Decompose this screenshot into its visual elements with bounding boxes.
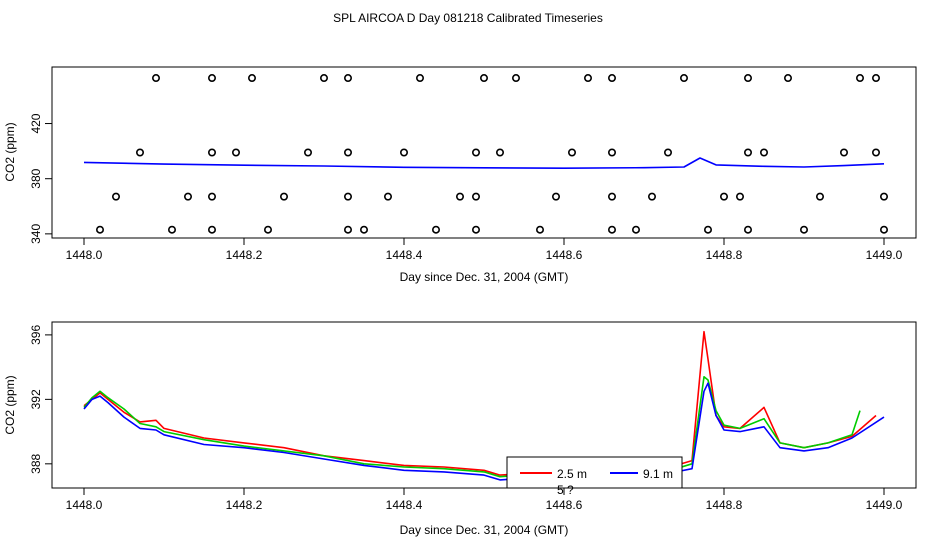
data-point — [839, 148, 848, 157]
data-point — [743, 225, 752, 234]
data-point — [136, 148, 145, 157]
top-plot-frame — [51, 66, 917, 239]
data-point — [607, 148, 616, 157]
x-tick-label: 1449.0 — [866, 498, 903, 512]
data-point — [208, 148, 217, 157]
data-point — [343, 225, 352, 234]
y-tick-label: 420 — [29, 113, 43, 133]
data-point — [343, 192, 352, 201]
data-point — [208, 74, 217, 83]
top-y-axis-label: CO2 (ppm) — [3, 122, 17, 181]
data-point — [663, 148, 672, 157]
legend: 2.5 m 9.1 m 5 ? — [506, 456, 683, 497]
data-point — [471, 148, 480, 157]
x-tick-label: 1448.0 — [66, 248, 103, 262]
y-tick-label: 396 — [29, 325, 43, 345]
data-point — [607, 225, 616, 234]
data-point — [303, 148, 312, 157]
x-tick-label: 1448.2 — [226, 498, 263, 512]
top-x-axis-label: Day since Dec. 31, 2004 (GMT) — [400, 270, 569, 284]
data-point — [343, 74, 352, 83]
data-point — [871, 148, 880, 157]
y-tick-label: 392 — [29, 389, 43, 409]
x-tick-label: 1448.0 — [66, 498, 103, 512]
data-point — [783, 74, 792, 83]
data-point — [743, 148, 752, 157]
series-line-blue — [83, 382, 885, 481]
data-point — [607, 192, 616, 201]
series-line-green — [83, 375, 861, 478]
data-point — [319, 74, 328, 83]
y-tick-label: 380 — [29, 168, 43, 188]
data-point — [431, 225, 440, 234]
data-point — [184, 192, 193, 201]
x-tick-label: 1448.6 — [546, 498, 583, 512]
bottom-plot-frame — [51, 321, 917, 489]
data-point — [455, 192, 464, 201]
legend-box — [506, 456, 683, 489]
data-point — [152, 74, 161, 83]
x-tick-label: 1448.4 — [386, 498, 423, 512]
bottom-y-axis-label: CO2 (ppm) — [3, 375, 17, 434]
series-line-blue — [83, 157, 885, 169]
data-point — [743, 74, 752, 83]
data-point — [112, 192, 121, 201]
data-point — [232, 148, 241, 157]
data-point — [168, 225, 177, 234]
data-point — [631, 225, 640, 234]
data-point — [248, 74, 257, 83]
top-panel: 1448.0 1448.2 1448.4 1448.6 1448.8 1449.0 340… — [3, 66, 917, 284]
data-point — [719, 192, 728, 201]
data-point — [511, 74, 520, 83]
data-point — [343, 148, 352, 157]
legend-label-2: 9.1 m — [643, 467, 673, 481]
bottom-panel: 1448.0 1448.2 1448.4 1448.6 1448.8 1449.0 388… — [3, 321, 917, 537]
data-point — [399, 148, 408, 157]
x-tick-label: 1448.4 — [386, 248, 423, 262]
legend-label-1: 2.5 m — [557, 467, 587, 481]
y-tick-label: 388 — [29, 453, 43, 473]
data-point — [279, 192, 288, 201]
x-tick-label: 1448.6 — [546, 248, 583, 262]
data-point — [703, 225, 712, 234]
data-point — [383, 192, 392, 201]
data-point — [735, 192, 744, 201]
data-point — [815, 192, 824, 201]
y-tick-label: 340 — [29, 224, 43, 244]
x-tick-label: 1448.2 — [226, 248, 263, 262]
data-point — [879, 225, 888, 234]
data-point — [551, 192, 560, 201]
data-point — [535, 225, 544, 234]
data-point — [799, 225, 808, 234]
data-point — [495, 148, 504, 157]
series-line-red — [83, 330, 877, 476]
data-point — [263, 225, 272, 234]
data-point — [567, 148, 576, 157]
x-tick-label: 1448.8 — [706, 248, 743, 262]
data-point — [415, 74, 424, 83]
data-point — [647, 192, 656, 201]
data-point — [879, 192, 888, 201]
x-tick-label: 1449.0 — [866, 248, 903, 262]
data-point — [471, 192, 480, 201]
data-point — [359, 225, 368, 234]
legend-label-3: 5 ? — [557, 483, 574, 497]
data-point — [607, 74, 616, 83]
data-point — [679, 74, 688, 83]
data-point — [96, 225, 105, 234]
x-tick-label: 1448.8 — [706, 498, 743, 512]
data-point — [471, 225, 480, 234]
data-point — [208, 225, 217, 234]
data-point — [479, 74, 488, 83]
data-point — [871, 74, 880, 83]
bottom-x-axis-label: Day since Dec. 31, 2004 (GMT) — [400, 523, 569, 537]
chart-title: SPL AIRCOA D Day 081218 Calibrated Times… — [333, 11, 603, 25]
data-point — [759, 148, 768, 157]
data-point — [208, 192, 217, 201]
data-point — [583, 74, 592, 83]
data-point — [855, 74, 864, 83]
